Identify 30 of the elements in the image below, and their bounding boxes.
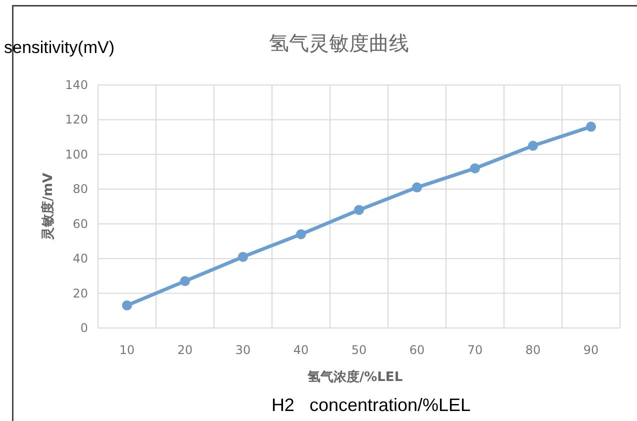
point	[180, 276, 190, 286]
chart-title: 氢气灵敏度曲线	[269, 31, 409, 55]
point	[122, 300, 132, 310]
x-tick-label: 60	[409, 343, 425, 357]
x-tick-label: 20	[177, 343, 193, 357]
y-axis-title: 灵敏度/mV	[40, 172, 56, 242]
y-tick-label: 0	[80, 321, 88, 335]
y-tick-label: 100	[65, 147, 88, 162]
x-tick-label: 70	[467, 343, 483, 357]
y-tick-label: 140	[65, 78, 88, 92]
point	[412, 182, 422, 192]
point	[238, 252, 248, 262]
x-tick-label: 30	[235, 343, 251, 357]
x-tick-label: 40	[293, 343, 309, 357]
y-tick-label: 60	[72, 216, 88, 231]
y-tick-label: 40	[72, 252, 88, 266]
y-tick-label: 80	[72, 182, 88, 196]
x-tick-label: 10	[119, 343, 135, 357]
x-tick-label: 90	[583, 343, 599, 357]
point	[470, 163, 480, 174]
x-tick-label: 50	[351, 343, 367, 357]
x-axis-title: 氢气浓度/%LEL	[306, 369, 403, 385]
point	[586, 122, 596, 132]
text: H2 concentration/%LEL	[271, 395, 471, 415]
y-tick-label: 120	[65, 112, 88, 127]
point	[528, 140, 538, 151]
point	[296, 229, 306, 240]
point	[354, 204, 364, 215]
x-tick-label: 80	[525, 343, 541, 357]
y-tick-label: 20	[72, 286, 88, 300]
